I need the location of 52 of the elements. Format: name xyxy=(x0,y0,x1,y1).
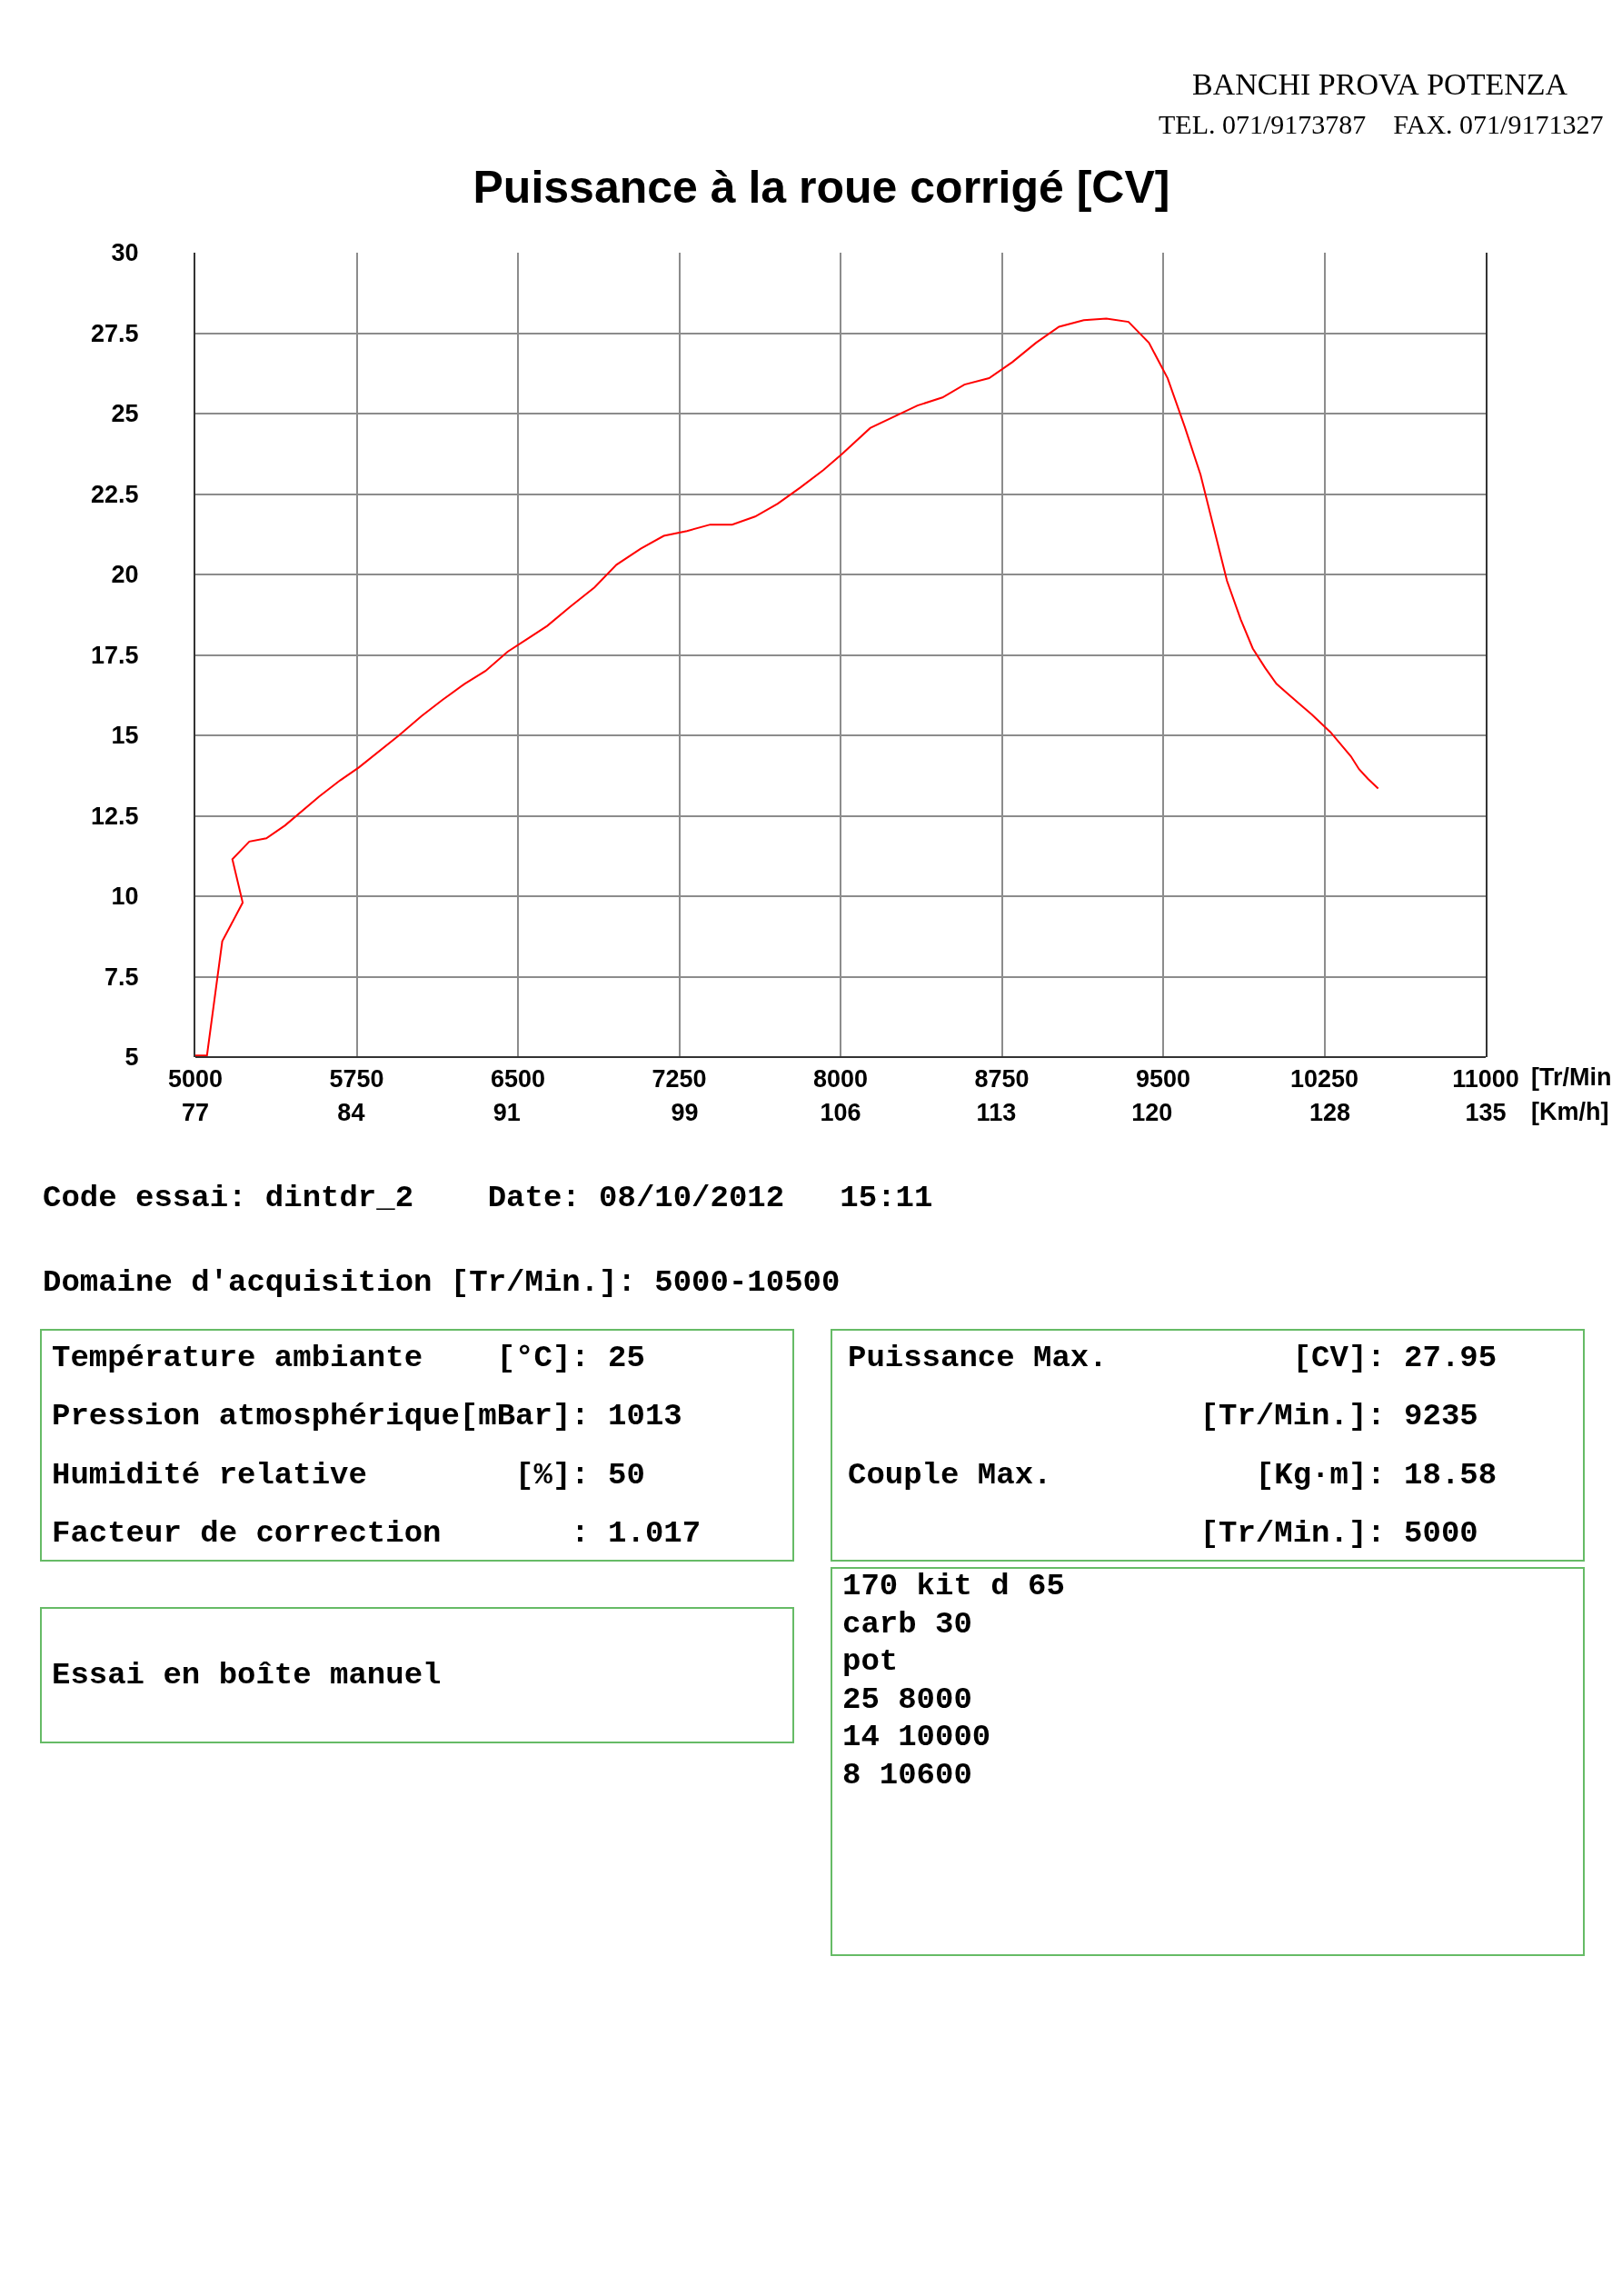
y-tick-label: 15 xyxy=(111,722,139,750)
x2-tick-label: 135 xyxy=(1465,1099,1507,1126)
x2-tick-label: 128 xyxy=(1309,1099,1351,1126)
text: 25 8000 xyxy=(842,1682,972,1717)
chart-title: Puissance à la roue corrigé [CV] xyxy=(473,161,1170,213)
y-tick-label: 12.5 xyxy=(91,802,139,830)
x-tick-label: 5000 xyxy=(167,1065,224,1093)
x-tick-label: 5750 xyxy=(329,1065,384,1093)
x-tick-label: 7250 xyxy=(652,1065,707,1093)
x-axis-title: [Tr/Min xyxy=(1531,1063,1612,1091)
text: TEL. 071/9173787 FAX. 071/9171327 xyxy=(1159,109,1604,139)
text: [Tr/Min.]: 5000 xyxy=(848,1516,1478,1551)
text: 8 10600 xyxy=(842,1758,972,1792)
y-tick-label: 5 xyxy=(124,1043,139,1072)
x2-axis-title: [Km/h] xyxy=(1531,1098,1609,1125)
text: BANCHI PROVA POTENZA xyxy=(1192,67,1568,101)
x2-tick-label: 120 xyxy=(1131,1099,1173,1126)
x2-tick-label: 113 xyxy=(976,1099,1017,1126)
text: Facteur de correction : 1.017 xyxy=(52,1516,702,1551)
x-tick-label: 8750 xyxy=(974,1065,1030,1093)
x2-tick-label: 106 xyxy=(820,1099,861,1126)
text: Puissance Max. [CV]: 27.95 xyxy=(848,1341,1498,1375)
y-tick-label: 22.5 xyxy=(91,480,139,508)
text: Essai en boîte manuel xyxy=(52,1658,442,1692)
text: Pression atmosphérique[mBar]: 1013 xyxy=(52,1399,682,1433)
x2-tick-label: 91 xyxy=(493,1099,521,1126)
text: Domaine d'acquisition [Tr/Min.]: 5000-10500 xyxy=(43,1265,841,1300)
text: Code essai: dintdr_2 Date: 08/10/2012 15:11 xyxy=(43,1181,933,1215)
text: carb 30 xyxy=(842,1607,972,1642)
text: Humidité relative [%]: 50 xyxy=(52,1458,645,1492)
y-tick-label: 20 xyxy=(111,561,139,589)
text: [Tr/Min.]: 9235 xyxy=(848,1399,1478,1433)
x-tick-label: 10250 xyxy=(1289,1065,1359,1093)
text: 14 10000 xyxy=(842,1720,991,1754)
y-tick-label: 25 xyxy=(111,400,139,428)
y-tick-label: 10 xyxy=(111,883,139,911)
x2-tick-label: 99 xyxy=(671,1099,699,1126)
y-tick-label: 17.5 xyxy=(91,641,139,669)
y-tick-label: 7.5 xyxy=(104,963,139,991)
text: Couple Max. [Kg·m]: 18.58 xyxy=(848,1458,1498,1492)
y-tick-label: 27.5 xyxy=(91,319,139,347)
x-tick-label: 6500 xyxy=(490,1065,546,1093)
x2-tick-label: 84 xyxy=(337,1099,365,1126)
text: Température ambiante [°C]: 25 xyxy=(52,1341,645,1375)
x-tick-label: 11000 xyxy=(1452,1065,1519,1093)
x-tick-label: 9500 xyxy=(1135,1065,1191,1093)
x2-tick-label: 77 xyxy=(181,1099,210,1126)
line-series xyxy=(195,317,1379,1057)
y-tick-label: 30 xyxy=(111,239,139,267)
text: 170 kit d 65 xyxy=(842,1569,1065,1603)
text: pot xyxy=(842,1644,899,1679)
x-tick-label: 8000 xyxy=(812,1065,869,1093)
